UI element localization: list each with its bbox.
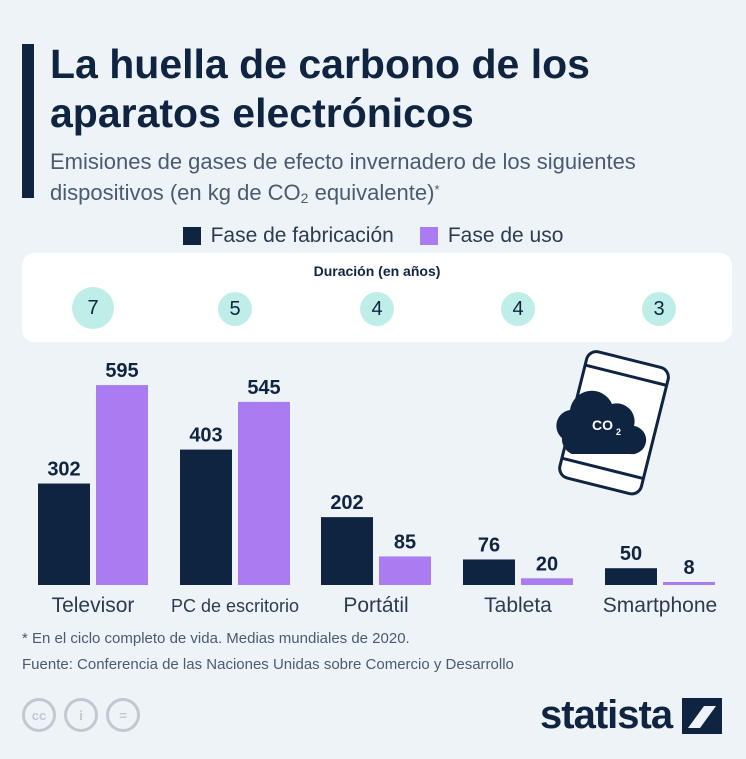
statista-logo[interactable]: statista [540, 693, 723, 738]
data-label: 76 [478, 534, 500, 556]
noderivs-icon[interactable]: = [106, 698, 140, 732]
bar-manufacturing [463, 559, 515, 585]
subtitle-subscript: 2 [300, 190, 309, 206]
duration-badge: 7 [72, 287, 114, 329]
duration-badge: 3 [642, 292, 676, 326]
data-label: 545 [247, 377, 280, 399]
data-label: 302 [47, 459, 80, 481]
page-title: La huella de carbono de los aparatos ele… [50, 41, 590, 136]
duration-badge: 4 [501, 292, 535, 326]
bar-manufacturing [321, 517, 373, 585]
subtitle-main: Emisiones de gases de efecto invernadero… [50, 149, 636, 205]
logo-text: statista [540, 693, 673, 737]
subtitle-footnote-mark: * [434, 182, 440, 197]
data-label: 202 [330, 492, 363, 514]
bar-manufacturing [605, 568, 657, 585]
chart-legend: Fase de fabricación Fase de uso [0, 224, 746, 248]
bar-manufacturing [38, 483, 90, 585]
data-label: 8 [683, 557, 694, 579]
duration-title: Duración (en años) [313, 263, 441, 279]
bar-use [379, 556, 431, 585]
data-label: 403 [189, 425, 222, 447]
legend-label-use: Fase de uso [447, 224, 564, 247]
legend-item-use: Fase de uso [419, 224, 564, 248]
data-label: 85 [394, 531, 416, 553]
bar-use [96, 385, 148, 585]
page-subtitle: Emisiones de gases de efecto invernadero… [50, 148, 730, 212]
legend-swatch-use [419, 227, 438, 245]
legend-item-manufacturing: Fase de fabricación [182, 224, 394, 248]
data-label: 20 [536, 553, 558, 575]
duration-badge: 4 [360, 292, 394, 326]
category-label: Tableta [484, 594, 552, 617]
category-label: Portátil [343, 594, 408, 617]
bar-use [663, 582, 715, 585]
cc-icon[interactable]: cc [22, 698, 56, 732]
data-label: 50 [620, 543, 642, 565]
license-icons: cc i = [22, 698, 140, 732]
logo-mark-icon [682, 697, 723, 734]
subtitle-end: equivalente) [308, 180, 435, 205]
bar-use [521, 578, 573, 585]
legend-swatch-manufacturing [182, 227, 201, 245]
legend-label-manufacturing: Fase de fabricación [210, 224, 394, 247]
category-label: PC de escritorio [171, 596, 299, 616]
bar-use [238, 401, 290, 585]
phone-co2-icon: CO 2 [556, 350, 670, 496]
cloud-text: CO [592, 417, 613, 433]
cloud-subscript: 2 [616, 427, 621, 437]
attribution-icon[interactable]: i [64, 698, 98, 732]
category-label: Televisor [52, 594, 135, 617]
duration-badge: 5 [218, 292, 252, 326]
category-label: Smartphone [603, 594, 717, 617]
title-accent-bar [22, 44, 34, 198]
data-label: 595 [105, 360, 138, 382]
footnote: * En el ciclo completo de vida. Medias m… [22, 630, 410, 647]
bar-manufacturing [180, 449, 232, 585]
source-note: Fuente: Conferencia de las Naciones Unid… [22, 656, 514, 673]
cloud-shape [556, 390, 647, 455]
